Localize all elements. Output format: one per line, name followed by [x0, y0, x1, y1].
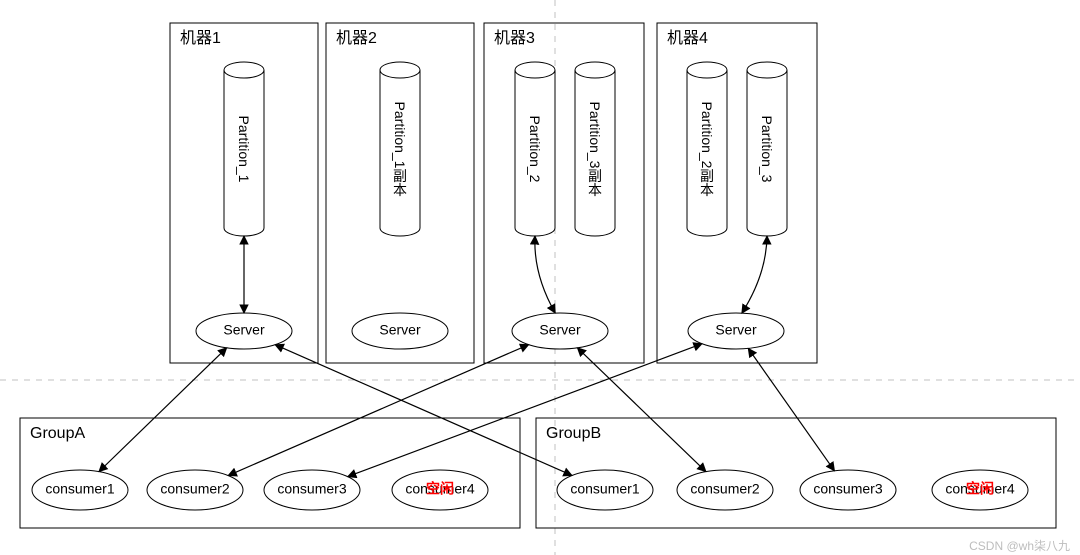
cylinder-top [380, 62, 420, 78]
idle-label: 空闲 [966, 481, 994, 497]
group-label: GroupA [30, 425, 85, 442]
link-server-consumer [348, 344, 702, 477]
group-label: GroupB [546, 425, 601, 442]
cylinder-label: Partition_2副本 [699, 102, 715, 197]
machine-box [484, 23, 644, 363]
cylinder-label: Partition_2 [527, 116, 543, 183]
link-cylinder-server [535, 236, 555, 313]
consumer-label: consumer1 [45, 481, 114, 497]
machine-box [657, 23, 817, 363]
cylinder-label: Partition_3 [759, 116, 775, 183]
cylinder-label: Partition_1 [236, 116, 252, 183]
machine-label: 机器1 [180, 29, 221, 47]
machine-m3: 机器3 Partition_2 Partition_3副本 Server [484, 23, 644, 363]
cylinder-top [747, 62, 787, 78]
group-gB: GroupBconsumer1consumer2consumer3consume… [536, 418, 1056, 528]
cylinder-top [515, 62, 555, 78]
server-label: Server [715, 322, 757, 338]
server-label: Server [223, 322, 265, 338]
idle-label: 空闲 [426, 481, 454, 497]
cylinder-label: Partition_1副本 [392, 102, 408, 197]
cylinder-top [575, 62, 615, 78]
machine-label: 机器2 [336, 29, 377, 47]
link-server-consumer [275, 345, 572, 476]
machine-m2: 机器2 Partition_1副本 Server [326, 23, 474, 363]
machine-label: 机器3 [494, 29, 535, 47]
server-label: Server [379, 322, 421, 338]
diagram-canvas: 机器1 Partition_1 Server 机器2 Partition_1副本 Serv… [0, 0, 1080, 555]
link-server-consumer [99, 348, 227, 472]
consumer-label: consumer2 [690, 481, 759, 497]
machine-label: 机器4 [667, 29, 708, 47]
cylinder-top [687, 62, 727, 78]
server-label: Server [539, 322, 581, 338]
cylinder-top [224, 62, 264, 78]
cylinder-label: Partition_3副本 [587, 102, 603, 197]
link-server-consumer [228, 345, 529, 476]
consumer-label: consumer3 [813, 481, 882, 497]
watermark: CSDN @wh柒八九 [969, 539, 1070, 553]
link-cylinder-server [742, 236, 767, 313]
link-server-consumer [748, 348, 834, 470]
consumer-label: consumer1 [570, 481, 639, 497]
machine-m4: 机器4 Partition_2副本 Partition_3 Server [657, 23, 817, 363]
consumer-label: consumer3 [277, 481, 346, 497]
group-gA: GroupAconsumer1consumer2consumer3consume… [20, 418, 520, 528]
consumer-label: consumer2 [160, 481, 229, 497]
